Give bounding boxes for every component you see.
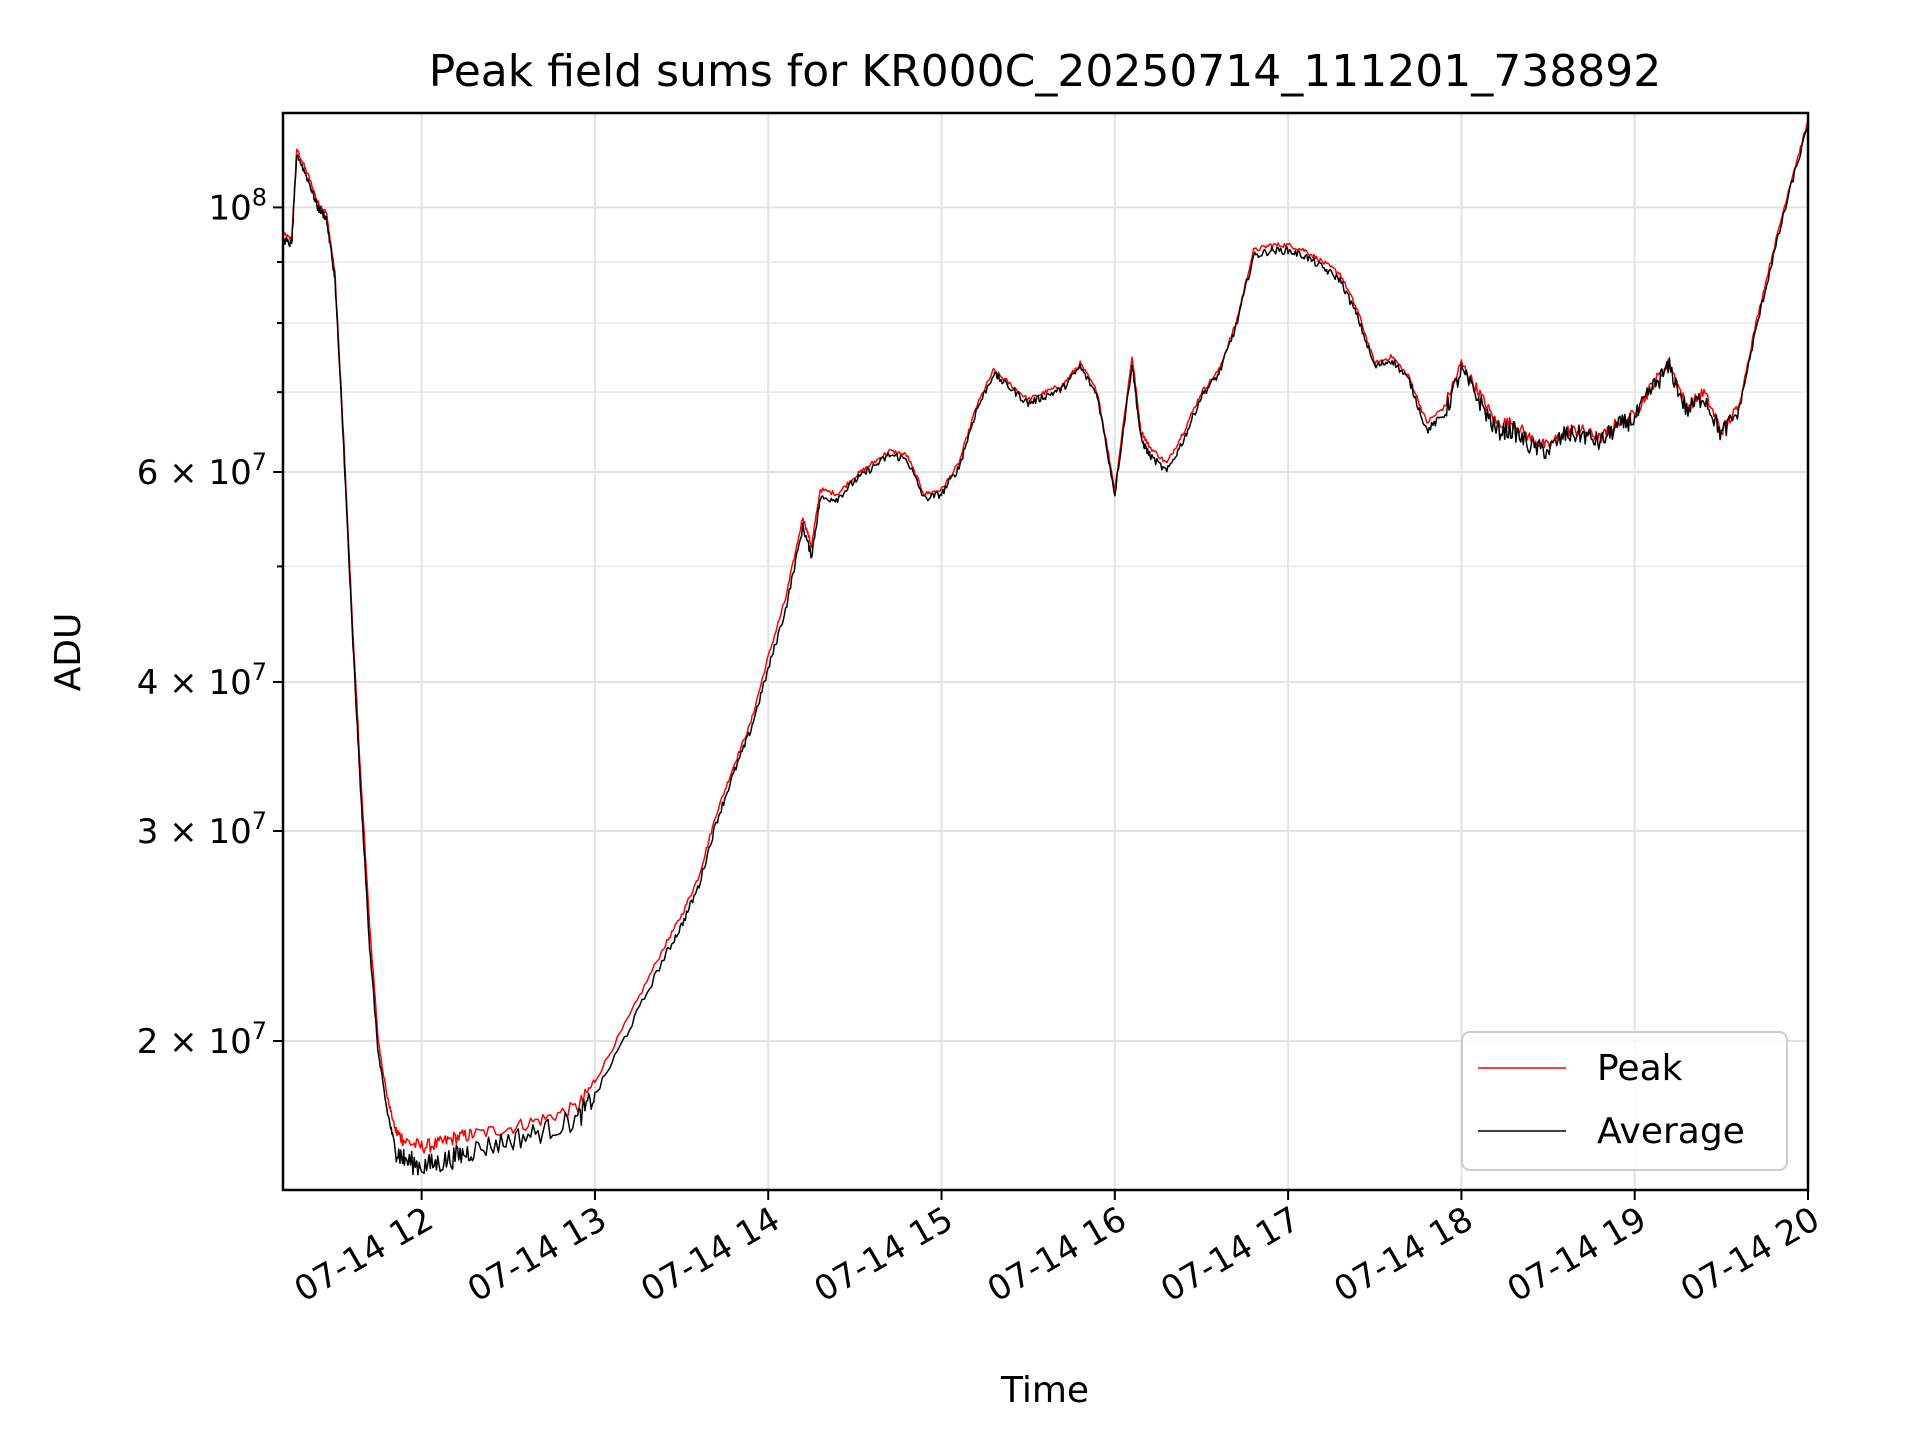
x-axis: 07-14 12 07-14 13 07-14 14 07-14 15 07-14 16… — [288, 1190, 1827, 1310]
x-tick-label: 07-14 18 — [1328, 1199, 1480, 1310]
series-line-peak — [282, 121, 1809, 1154]
chart-title: Peak field sums for KR000C_20250714_1112… — [429, 46, 1661, 97]
legend: Peak Average — [1461, 1031, 1788, 1171]
x-tick-label: 07-14 15 — [808, 1199, 960, 1310]
plot-frame — [281, 111, 1810, 1192]
y-tick-label: 108 — [208, 183, 267, 228]
x-tick-label: 07-14 12 — [288, 1199, 440, 1310]
y-tick-label: 2 × 107 — [137, 1017, 267, 1062]
grid — [283, 113, 1809, 1190]
x-tick-label: 07-14 14 — [634, 1199, 786, 1310]
y-axis: 2 × 107 3 × 107 4 × 107 6 × 107 108 — [137, 183, 283, 1062]
x-tick-label: 07-14 16 — [981, 1199, 1133, 1310]
legend-average-label: Average — [1597, 1111, 1745, 1152]
legend-box — [1461, 1031, 1788, 1171]
x-tick-label: 07-14 20 — [1674, 1199, 1826, 1310]
y-tick-label: 3 × 107 — [137, 807, 267, 852]
series-lines — [282, 121, 1809, 1176]
series-line-average — [282, 125, 1809, 1176]
y-tick-label: 6 × 107 — [137, 448, 267, 493]
x-axis-label: Time — [1000, 1370, 1089, 1411]
x-tick-label: 07-14 17 — [1154, 1199, 1306, 1310]
x-tick-label: 07-14 13 — [461, 1199, 613, 1310]
x-tick-label: 07-14 19 — [1501, 1199, 1653, 1310]
legend-peak-label: Peak — [1597, 1048, 1683, 1089]
y-tick-label: 4 × 107 — [137, 658, 267, 703]
y-axis-label: ADU — [48, 613, 89, 692]
